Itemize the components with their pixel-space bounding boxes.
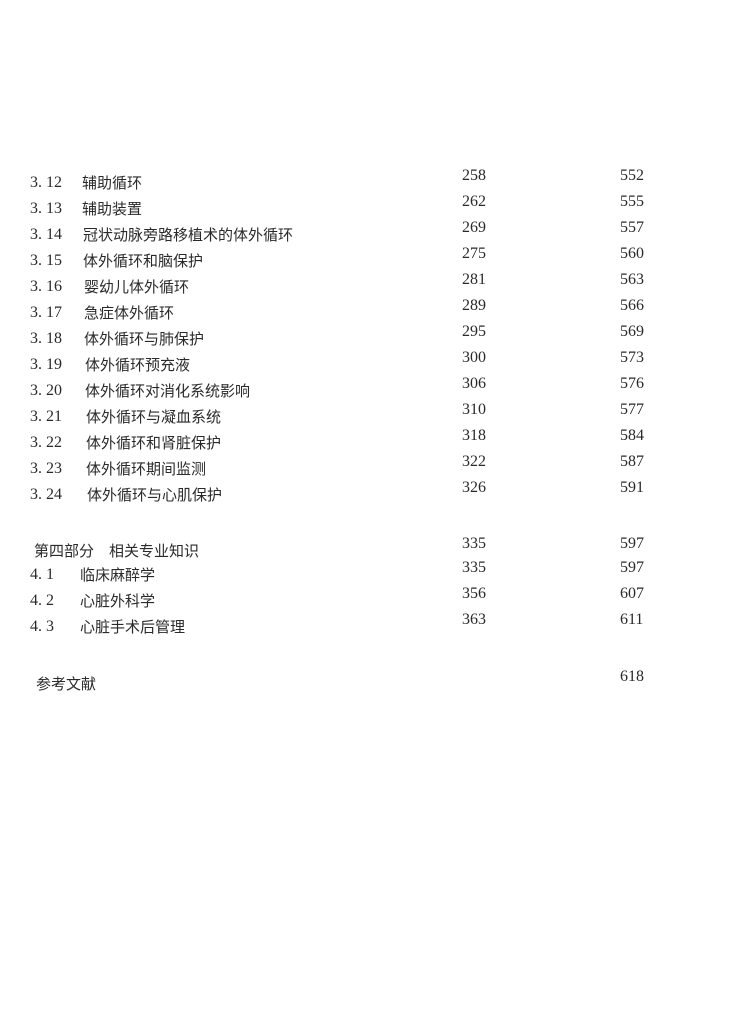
page-number-2: 560 — [620, 245, 644, 262]
section-number: 3. 21 — [30, 408, 62, 425]
section-title: 体外循环与凝血系统 — [86, 408, 222, 426]
page-number-1: 335 — [462, 535, 486, 552]
section-title: 体外循环期间监测 — [86, 460, 207, 478]
section-title: 第四部分 相关专业知识 — [34, 542, 200, 560]
section-title: 婴幼儿体外循环 — [84, 278, 190, 296]
toc-row: 4. 1 临床麻醉学 335 597 — [0, 559, 730, 589]
page-number-2: 597 — [620, 535, 644, 552]
section-number: 3. 12 — [30, 174, 62, 191]
page-number-2: 577 — [620, 401, 644, 418]
page-number-2: 557 — [620, 219, 644, 236]
section-number: 3. 13 — [30, 200, 62, 217]
toc-row: 3. 21 体外循环与凝血系统 310 577 — [0, 401, 730, 431]
section-number: 3. 15 — [30, 252, 62, 269]
section-title: 冠状动脉旁路移植术的体外循环 — [83, 226, 294, 244]
page-number-2: 563 — [620, 271, 644, 288]
page-number-1: 262 — [462, 193, 486, 210]
page-number-2: 555 — [620, 193, 644, 210]
section-title: 参考文献 — [36, 675, 97, 693]
page-number-2: 576 — [620, 375, 644, 392]
section-number: 3. 14 — [30, 226, 62, 243]
page-number-1: 269 — [462, 219, 486, 236]
page-number-1: 281 — [462, 271, 486, 288]
page-number-2: 569 — [620, 323, 644, 340]
toc-row: 3. 17 急症体外循环 289 566 — [0, 297, 730, 327]
section-title: 急症体外循环 — [84, 304, 175, 322]
section-title: 辅助循环 — [82, 174, 143, 192]
page-number-1: 318 — [462, 427, 486, 444]
page-number-2: 607 — [620, 585, 644, 602]
toc-row: 3. 24 体外循环与心肌保护 326 591 — [0, 479, 730, 509]
section-title: 辅助装置 — [82, 200, 143, 218]
section-title: 体外循环和脑保护 — [83, 252, 204, 270]
section-title: 心脏外科学 — [80, 592, 156, 610]
page-number-1: 310 — [462, 401, 486, 418]
page-number-1: 356 — [462, 585, 486, 602]
section-title: 心脏手术后管理 — [80, 618, 186, 636]
page-number-1: 289 — [462, 297, 486, 314]
toc-row: 3. 12 辅助循环 258 552 — [0, 167, 730, 197]
section-number: 3. 20 — [30, 382, 62, 399]
page-number-2: 573 — [620, 349, 644, 366]
section-number: 4. 2 — [30, 592, 54, 609]
section-title: 临床麻醉学 — [80, 566, 156, 584]
toc-row: 3. 14 冠状动脉旁路移植术的体外循环 269 557 — [0, 219, 730, 249]
page-number-1: 258 — [462, 167, 486, 184]
section-number: 4. 1 — [30, 566, 54, 583]
toc-row: 3. 15 体外循环和脑保护 275 560 — [0, 245, 730, 275]
page-number-1: 295 — [462, 323, 486, 340]
toc-row: 3. 16 婴幼儿体外循环 281 563 — [0, 271, 730, 301]
page-number-1: 306 — [462, 375, 486, 392]
section-number: 3. 16 — [30, 278, 62, 295]
section-title: 体外循环和肾脏保护 — [86, 434, 222, 452]
toc-row: 3. 18 体外循环与肺保护 295 569 — [0, 323, 730, 353]
section-number: 3. 19 — [30, 356, 62, 373]
page-number-2: 587 — [620, 453, 644, 470]
page-number-2: 584 — [620, 427, 644, 444]
page-number-2: 591 — [620, 479, 644, 496]
page-number-2: 566 — [620, 297, 644, 314]
page-number-1: 335 — [462, 559, 486, 576]
section-number: 3. 22 — [30, 434, 62, 451]
page-number-1: 275 — [462, 245, 486, 262]
section-title: 体外循环对消化系统影响 — [85, 382, 251, 400]
section-number: 3. 18 — [30, 330, 62, 347]
toc-row: 参考文献 618 — [0, 668, 730, 698]
toc-row: 第四部分 相关专业知识 335 597 — [0, 535, 730, 565]
page-number-2: 611 — [620, 611, 644, 628]
section-number: 3. 24 — [30, 486, 62, 503]
page-number-2: 618 — [620, 668, 644, 685]
page-number-2: 597 — [620, 559, 644, 576]
toc-row: 3. 20 体外循环对消化系统影响 306 576 — [0, 375, 730, 405]
page-number-1: 322 — [462, 453, 486, 470]
toc-row: 3. 23 体外循环期间监测 322 587 — [0, 453, 730, 483]
page-number-1: 300 — [462, 349, 486, 366]
toc-row: 4. 2 心脏外科学 356 607 — [0, 585, 730, 615]
section-title: 体外循环与肺保护 — [84, 330, 205, 348]
section-title: 体外循环预充液 — [85, 356, 191, 374]
toc-row: 3. 22 体外循环和肾脏保护 318 584 — [0, 427, 730, 457]
toc-row: 4. 3 心脏手术后管理 363 611 — [0, 611, 730, 641]
section-number: 4. 3 — [30, 618, 54, 635]
page-number-1: 326 — [462, 479, 486, 496]
toc-row: 3. 13 辅助装置 262 555 — [0, 193, 730, 223]
section-title: 体外循环与心肌保护 — [87, 486, 223, 504]
section-number: 3. 17 — [30, 304, 62, 321]
toc-row: 3. 19 体外循环预充液 300 573 — [0, 349, 730, 379]
section-number: 3. 23 — [30, 460, 62, 477]
page-number-2: 552 — [620, 167, 644, 184]
page-number-1: 363 — [462, 611, 486, 628]
